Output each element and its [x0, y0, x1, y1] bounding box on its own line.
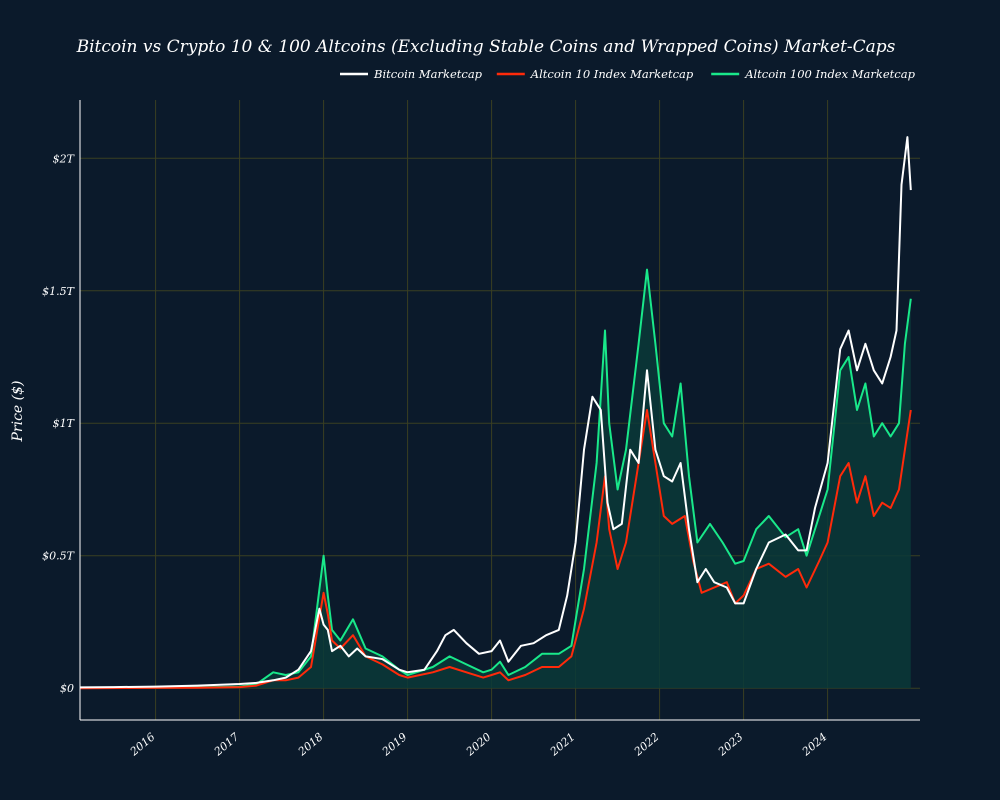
- legend[interactable]: Bitcoin Marketcap Altcoin 10 Index Market…: [340, 67, 916, 81]
- legend-item[interactable]: Altcoin 10 Index Marketcap: [496, 67, 694, 81]
- y-tick-label: $0.5T: [42, 550, 75, 563]
- legend-label: Altcoin 10 Index Marketcap: [530, 67, 694, 81]
- altcoin-100-index-marketcapline: [79, 268, 912, 689]
- series-layer: [79, 136, 912, 690]
- x-tick-label: 2018: [295, 730, 326, 759]
- y-tick-label: $1T: [53, 417, 76, 430]
- x-tick-label: 2024: [799, 730, 830, 759]
- legend-item[interactable]: Bitcoin Marketcap: [340, 67, 483, 81]
- y-tick-label: $1.5T: [42, 285, 75, 298]
- x-tick-label: 2016: [127, 730, 158, 759]
- y-axis-label: Price ($): [10, 381, 26, 443]
- x-tick-label: 2023: [715, 730, 746, 759]
- legend-label: Bitcoin Marketcap: [373, 67, 483, 81]
- legend-item[interactable]: Altcoin 100 Index Marketcap: [711, 67, 916, 81]
- x-tick-label: 2020: [463, 730, 494, 759]
- x-tick-label: 2022: [631, 730, 662, 759]
- x-tick-label: 2019: [379, 730, 410, 759]
- y-tick-label: $2T: [53, 152, 76, 165]
- chart-title: Bitcoin vs Crypto 10 & 100 Altcoins (Exc…: [76, 37, 896, 57]
- bitcoin-marketcapline: [79, 136, 912, 689]
- altcoin-100-area: [80, 269, 911, 689]
- y-tick-label: $0: [60, 682, 74, 695]
- x-tick-label: 2017: [211, 730, 242, 759]
- axes-layer: $0 $0.5T $1T $1.5T $2T 2016 2017 2018 2019 2020 20…: [42, 100, 920, 759]
- legend-label: Altcoin 100 Index Marketcap: [744, 67, 915, 81]
- x-tick-label: 2021: [547, 730, 578, 759]
